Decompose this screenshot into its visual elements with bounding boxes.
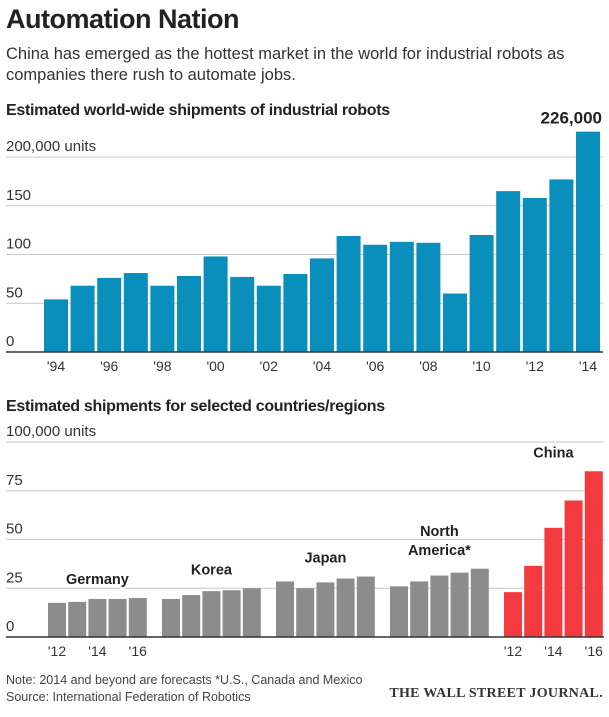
- bar-japan-2013: [296, 588, 315, 637]
- x-tick-label: '14: [579, 358, 597, 374]
- x-tick-label: '16: [129, 643, 147, 659]
- x-tick-label: '10: [472, 358, 490, 374]
- bar-china-2016: [584, 471, 603, 637]
- bar-korea-2013: [182, 595, 201, 637]
- publisher-logo: THE WALL STREET JOURNAL.: [389, 686, 603, 701]
- bar-north-america--2014: [430, 575, 449, 637]
- bar-germany-2016: [128, 598, 147, 637]
- source-note: Source: International Federation of Robo…: [6, 690, 251, 704]
- bar-99: [177, 275, 201, 352]
- bar-china-2012: [504, 592, 522, 637]
- series-label: North: [420, 524, 459, 540]
- bar-08: [416, 242, 441, 352]
- x-tick-label: '16: [585, 643, 603, 659]
- bar-korea-2016: [242, 588, 261, 637]
- figure-subtitle: China has emerged as the hottest market …: [6, 45, 565, 84]
- x-tick-label: '00: [206, 358, 224, 374]
- y-tick-label: 75: [6, 472, 23, 489]
- y-tick-label: 0: [6, 333, 14, 350]
- bar-11: [496, 191, 521, 352]
- x-tick-label: '14: [544, 643, 562, 659]
- value-annotation: 226,000: [541, 109, 602, 128]
- bar-korea-2014: [202, 591, 221, 637]
- bar-14: [576, 131, 600, 352]
- series-label: Germany: [66, 572, 129, 588]
- series-label: Japan: [304, 551, 346, 567]
- bar-germany-2013: [68, 601, 87, 637]
- bar-01: [230, 276, 255, 352]
- x-tick-label: '12: [48, 643, 66, 659]
- bar-07: [389, 241, 414, 352]
- bar-north-america--2016: [470, 568, 489, 637]
- x-tick-label: '12: [526, 358, 544, 374]
- x-tick-label: '02: [260, 358, 278, 374]
- bar-98: [150, 285, 175, 352]
- x-tick-label: '12: [504, 643, 522, 659]
- bar-japan-2014: [316, 582, 335, 637]
- y-tick-label: 150: [6, 187, 31, 204]
- x-tick-label: '06: [366, 358, 384, 374]
- bar-china-2015: [564, 500, 583, 637]
- y-tick-label: 50: [6, 521, 23, 538]
- y-tick-label: 25: [6, 569, 23, 586]
- bar-10: [469, 235, 494, 352]
- x-tick-label: '98: [153, 358, 171, 374]
- series-label: America*: [408, 543, 471, 559]
- bar-13: [549, 179, 574, 352]
- chart2-title: Estimated shipments for selected countri…: [6, 398, 385, 415]
- x-tick-label: '04: [313, 358, 331, 374]
- bar-japan-2015: [336, 578, 355, 637]
- bar-05: [336, 235, 361, 352]
- footnote: Note: 2014 and beyond are forecasts *U.S…: [6, 673, 363, 687]
- y-tick-label: 100,000 units: [6, 423, 96, 440]
- bar-north-america--2015: [450, 572, 469, 637]
- bar-96: [97, 277, 122, 352]
- bar-japan-2012: [276, 581, 294, 637]
- bar-00: [203, 256, 228, 352]
- x-tick-label: '08: [419, 358, 437, 374]
- bar-china-2014: [544, 527, 563, 637]
- x-tick-label: '94: [47, 358, 65, 374]
- y-tick-label: 200,000 units: [6, 138, 96, 155]
- bar-02: [256, 285, 281, 352]
- y-tick-label: 0: [6, 618, 14, 635]
- bar-korea-2012: [162, 598, 180, 637]
- bar-germany-2012: [48, 602, 66, 637]
- bar-95: [70, 285, 95, 352]
- bar-china-2013: [524, 565, 543, 637]
- x-tick-label: '14: [88, 643, 106, 659]
- chart1-title: Estimated world-wide shipments of indust…: [6, 102, 390, 119]
- x-tick-label: '96: [100, 358, 118, 374]
- series-label: China: [533, 445, 574, 461]
- y-tick-label: 100: [6, 236, 31, 253]
- figure-title: Automation Nation: [6, 4, 239, 34]
- bar-09: [443, 293, 467, 352]
- bar-03: [283, 274, 308, 352]
- bar-germany-2014: [88, 598, 107, 637]
- bar-97: [123, 273, 148, 352]
- bar-germany-2015: [108, 598, 127, 637]
- series-label: Korea: [191, 562, 233, 578]
- bar-korea-2015: [222, 590, 241, 637]
- bar-06: [363, 244, 388, 352]
- bar-north-america--2012: [390, 586, 408, 637]
- bar-north-america--2013: [410, 581, 429, 637]
- bar-japan-2016: [356, 576, 375, 637]
- y-tick-label: 50: [6, 284, 23, 301]
- bar-04: [310, 258, 334, 352]
- bar-12: [522, 197, 547, 352]
- bar-94: [44, 299, 68, 352]
